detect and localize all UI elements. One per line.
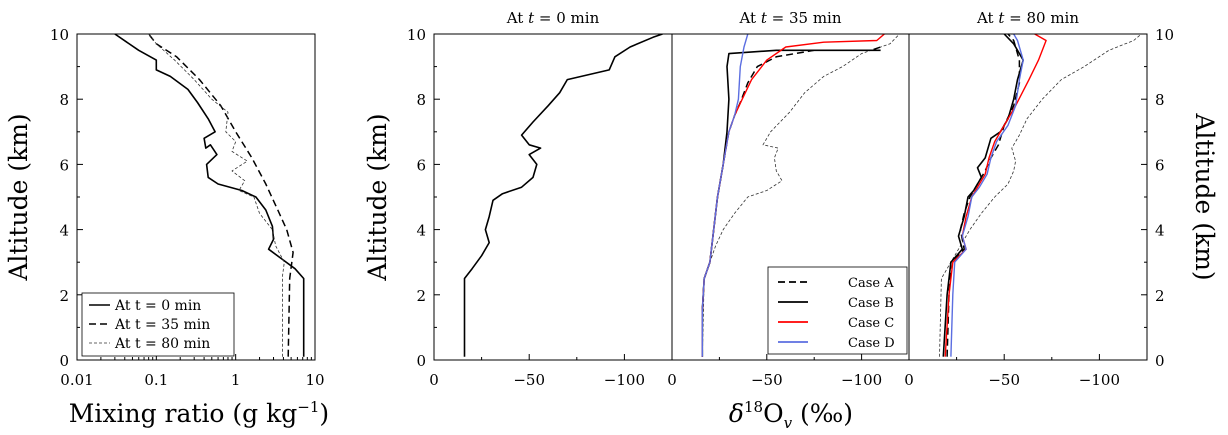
delta-unit: (‰)	[792, 399, 853, 428]
delta-panel-t80: 0 −50 −100 0 2 4 6 8 10 Altitude (km) At t = 80 mi…	[904, 9, 1219, 389]
panel-title-suffix: = 0 min	[534, 9, 599, 27]
legend-box	[81, 292, 235, 357]
x-tick-label: −50	[988, 371, 1020, 389]
delta-panel-t0: 0 −50 −100 0 2 4 6 8 10 Altitude (km) At t = 0 min	[363, 9, 673, 389]
y-tick-label: 8	[416, 91, 426, 109]
background-line-0	[939, 34, 1142, 357]
y-tick-label: 2	[416, 287, 426, 305]
y-tick-label: 10	[1155, 26, 1174, 44]
y-tick-label: 4	[416, 222, 426, 240]
delta-x-axis-label: δ18Ov (‰)	[729, 398, 853, 432]
plot-area	[701, 34, 900, 357]
series-line-2	[148, 33, 285, 357]
panel-title: At t = 35 min	[738, 9, 841, 27]
x-tick-label: 10	[305, 371, 324, 389]
panel-title-suffix: = 35 min	[767, 9, 842, 27]
x-tick-label: −100	[604, 371, 645, 389]
x-axis-label-sup: −1	[297, 398, 319, 416]
legend-label: Case A	[848, 276, 894, 291]
panel-title-var: t	[528, 9, 535, 27]
x-axis-label-close: )	[319, 399, 329, 428]
panel-title: At t = 80 min	[976, 9, 1079, 27]
series-line-0	[114, 33, 305, 357]
series-line-1	[942, 34, 1024, 357]
legend-label: At t = 0 min	[114, 298, 201, 314]
series-line-0	[946, 34, 1021, 357]
x-tick-label: −50	[513, 371, 545, 389]
background-line-0	[701, 34, 900, 357]
x-tick-label: 0	[904, 371, 914, 389]
y-tick-label: 0	[416, 352, 426, 370]
plot-area	[463, 34, 663, 357]
legend-label: Case D	[848, 336, 895, 351]
y-tick-label: 6	[1155, 156, 1165, 174]
axis-labels: δ18Ov (‰)	[729, 398, 853, 432]
y-tick-label: 0	[1155, 352, 1165, 370]
y-tick-label: 6	[59, 156, 69, 174]
legend-label: Case B	[848, 296, 894, 311]
y-axis-label: Altitude (km)	[1190, 112, 1219, 280]
y-tick-label: 6	[416, 156, 426, 174]
series-line-3	[701, 34, 749, 357]
x-tick-label: 0.1	[144, 371, 168, 389]
delta-symbol: δ	[729, 399, 744, 428]
x-tick-label: −50	[751, 371, 783, 389]
mixing-ratio-panel: 0.01 0.1 1 10 0 2 4 6 8 10 Altitude (km) Mixing rat…	[4, 26, 329, 428]
x-tick-label: −100	[1079, 371, 1120, 389]
delta-sup: 18	[744, 398, 763, 416]
plot-area	[939, 34, 1142, 357]
legend: Case A Case B Case C Case D	[767, 266, 908, 355]
panel-title-suffix: = 80 min	[1004, 9, 1079, 27]
series-line-2	[944, 34, 1047, 357]
x-tick-label: 0.01	[60, 371, 93, 389]
series-line-0	[463, 34, 663, 357]
panel-title-var: t	[761, 9, 768, 27]
x-tick-label: −100	[841, 371, 882, 389]
x-tick-label: 0	[667, 371, 677, 389]
y-axis-label: Altitude (km)	[4, 113, 33, 281]
y-tick-label: 10	[407, 26, 426, 44]
plot-frame	[433, 33, 673, 361]
delta-main: O	[763, 399, 784, 428]
series-line-1	[148, 33, 294, 357]
x-tick-label: 0	[429, 371, 439, 389]
panel-title: At t = 0 min	[506, 9, 600, 27]
x-axis-label: Mixing ratio (g kg−1)	[69, 398, 329, 428]
y-axis-label: Altitude (km)	[363, 113, 392, 281]
y-tick-label: 4	[1155, 222, 1165, 240]
legend: At t = 0 min At t = 35 min At t = 80 min	[81, 292, 235, 357]
legend-label: Case C	[848, 316, 894, 331]
x-tick-label: 1	[231, 371, 241, 389]
delta-sub: v	[784, 414, 793, 432]
legend-label: At t = 80 min	[114, 336, 210, 352]
series-line-3	[950, 34, 1024, 357]
y-tick-label: 8	[59, 91, 69, 109]
y-tick-label: 2	[1155, 287, 1165, 305]
panel-title-var: t	[998, 9, 1005, 27]
y-tick-label: 8	[1155, 91, 1165, 109]
y-tick-label: 0	[59, 352, 69, 370]
y-tick-label: 10	[50, 26, 69, 44]
legend-label: At t = 35 min	[114, 317, 210, 333]
y-tick-label: 4	[59, 222, 69, 240]
y-tick-label: 2	[59, 287, 69, 305]
